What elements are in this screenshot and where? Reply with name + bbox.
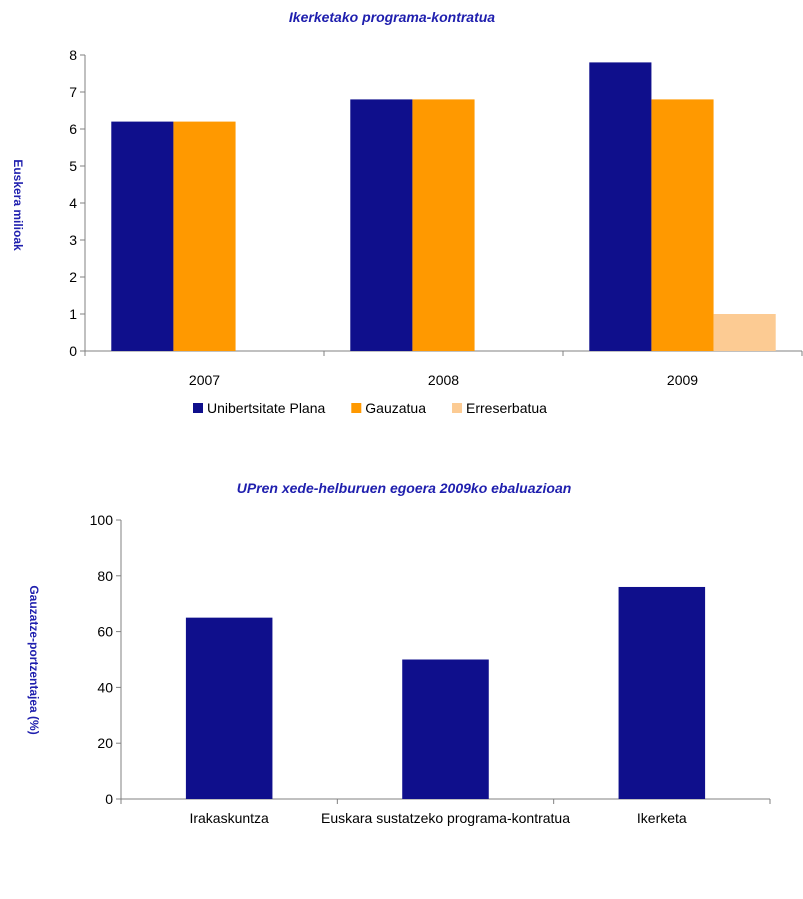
chart-1-container: Ikerketako programa-kontratua Euskera mi… [0,0,803,430]
chart-2-x-tick-label: Ikerketa [637,810,687,826]
chart-2-title: UPren xede-helburuen egoera 2009ko ebalu… [237,480,572,496]
chart-2: UPren xede-helburuen egoera 2009ko ebalu… [27,480,771,826]
chart-1-y-tick-label: 1 [69,306,77,322]
chart-1-bar [350,99,413,352]
chart-2-bar [402,659,489,799]
chart-1-bar [651,99,714,352]
chart-1-y-tick-label: 8 [69,47,77,63]
chart-1-legend-swatch [351,403,362,413]
chart-1-y-tick-label: 6 [69,121,77,137]
chart-2-y-tick-label: 0 [105,791,113,807]
chart-1-x-tick-label: 2008 [428,372,459,388]
chart-1-y-tick-label: 3 [69,232,77,248]
chart-1-y-axis-label: Euskera milioak [11,159,25,251]
chart-2-y-tick-label: 60 [97,624,113,640]
chart-2-y-tick-label: 40 [97,679,113,695]
chart-1-legend-label: Unibertsitate Plana [207,400,326,416]
chart-1-legend-swatch [193,403,203,413]
chart-1-bar [412,99,475,352]
chart-2-y-tick-label: 20 [97,735,113,751]
chart-2-bar [618,586,706,799]
chart-1-legend-swatch [452,403,463,413]
chart-2-y-axis-label: Gauzatze-portzentajea (%) [27,585,41,734]
chart-1-y-tick-label: 2 [69,269,77,285]
chart-1-y-tick-label: 4 [69,195,77,211]
chart-1-y-tick-label: 5 [69,158,77,174]
chart-1-bar [713,314,776,351]
chart-1-bar [589,62,652,352]
chart-2-y-tick-label: 100 [90,512,114,528]
chart-2-x-tick-label: Euskara sustatzeko programa-kontratua [321,810,570,826]
chart-2-container: UPren xede-helburuen egoera 2009ko ebalu… [0,470,803,899]
chart-1-x-tick-label: 2007 [189,372,220,388]
chart-1-y-tick-label: 7 [69,84,77,100]
chart-1-title: Ikerketako programa-kontratua [289,9,495,25]
chart-1-x-tick-label: 2009 [667,372,698,388]
chart-1: Ikerketako programa-kontratua Euskera mi… [11,9,803,416]
chart-2-y-tick-label: 80 [97,568,113,584]
chart-1-bar [111,121,174,351]
chart-2-bar [185,617,273,799]
chart-1-y-tick-label: 0 [69,343,77,359]
chart-1-bar [173,121,236,351]
chart-1-legend-label: Gauzatua [365,400,426,416]
chart-2-x-tick-label: Irakaskuntza [189,810,269,826]
chart-1-legend-label: Erreserbatua [466,400,547,416]
